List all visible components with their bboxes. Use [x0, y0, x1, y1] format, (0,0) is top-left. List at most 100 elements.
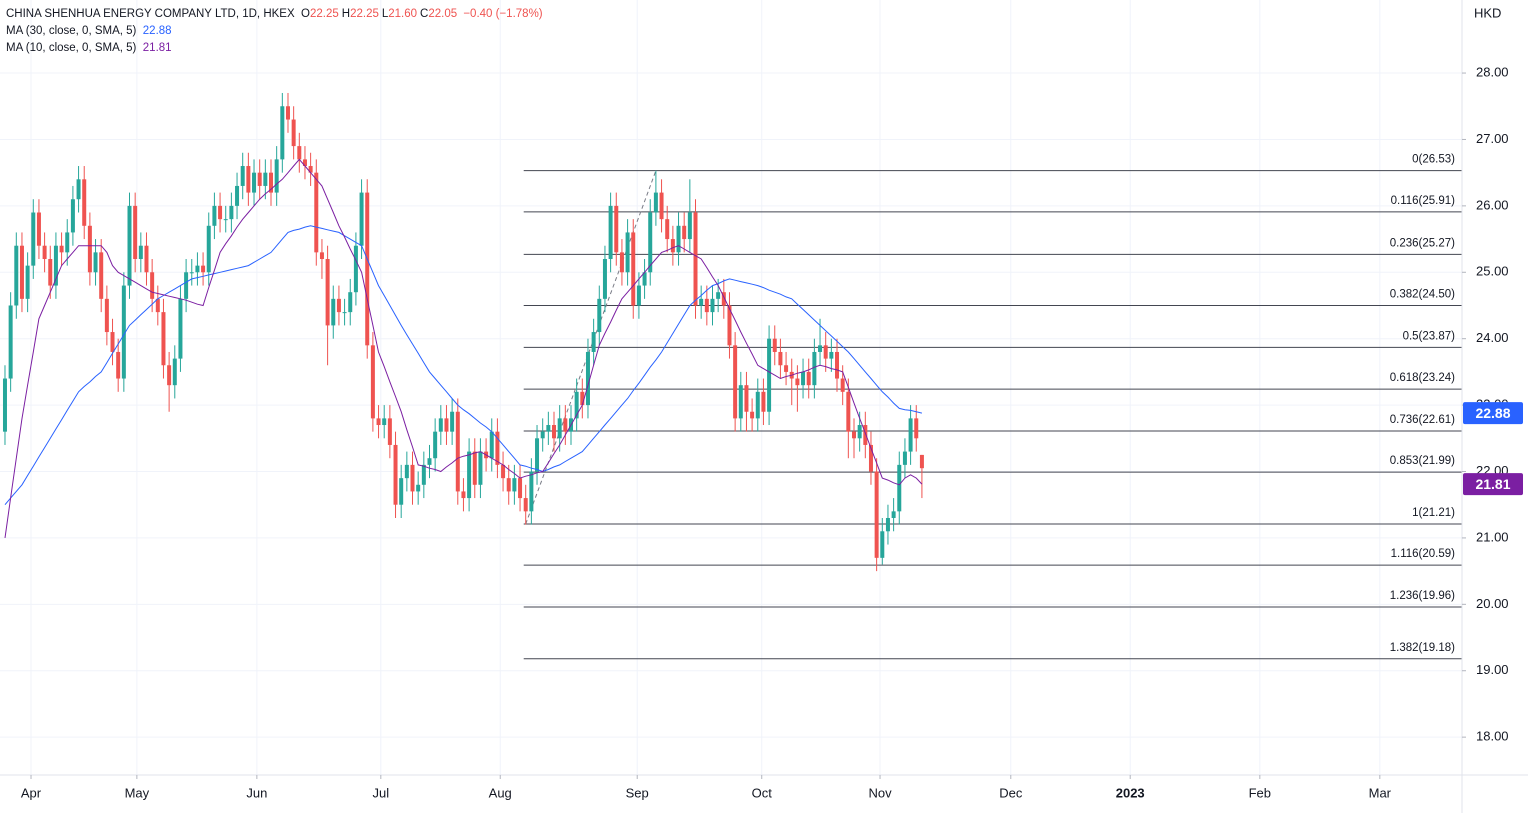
candle-body: [902, 451, 907, 465]
candle-body: [178, 298, 183, 359]
candle-body: [750, 411, 755, 419]
candle-body: [433, 431, 438, 459]
x-tick-label: Sep: [626, 785, 649, 800]
symbol-row: CHINA SHENHUA ENERGY COMPANY LTD, 1D, HK…: [6, 6, 543, 23]
price-badge: [1463, 473, 1523, 496]
candle-body: [501, 464, 506, 479]
y-tick-label: 21.00: [1476, 529, 1509, 544]
y-tick-label: 27.00: [1476, 131, 1509, 146]
candle-body: [370, 345, 375, 419]
candle-body: [574, 391, 579, 419]
candle-body: [659, 192, 664, 220]
ma-value: 22.88: [142, 25, 172, 37]
candle-body: [619, 252, 624, 273]
candle-body: [308, 166, 313, 173]
x-tick-label: 2023: [1116, 785, 1145, 800]
candle-body: [665, 219, 670, 240]
candle-body: [252, 172, 257, 193]
candle-body: [444, 418, 449, 432]
candle-body: [404, 464, 409, 479]
fib-label: 0.853(21.99): [1390, 455, 1455, 467]
candle-body: [302, 159, 307, 167]
x-tick-label: Dec: [999, 785, 1023, 800]
fib-label: 0.736(22.61): [1390, 414, 1455, 426]
x-tick-label: Jun: [246, 785, 267, 800]
candle-body: [2, 378, 7, 432]
ohlc-value: 22.25: [309, 8, 339, 20]
candle-body: [269, 172, 274, 193]
legend: CHINA SHENHUA ENERGY COMPANY LTD, 1D, HK…: [6, 6, 543, 57]
candle-body: [631, 232, 636, 306]
candle-body: [908, 418, 913, 452]
candle-body: [342, 312, 347, 314]
change: −0.40 (−1.78%): [463, 8, 543, 20]
candle-body: [201, 265, 206, 273]
candle-body: [863, 425, 868, 445]
candle-body: [676, 225, 681, 253]
y-tick-label: 25.00: [1476, 264, 1509, 279]
candle-body: [155, 298, 160, 313]
candle-body: [127, 205, 132, 286]
candle-body: [314, 172, 319, 253]
candle-body: [506, 478, 511, 492]
x-tick-label: Feb: [1249, 785, 1271, 800]
y-tick-label: 28.00: [1476, 64, 1509, 79]
candle-body: [755, 391, 760, 419]
candle-body: [42, 245, 47, 259]
candle-body: [59, 245, 64, 253]
x-tick-label: Jul: [372, 785, 389, 800]
fib-label: 0(26.53): [1412, 154, 1455, 166]
candle-body: [65, 232, 70, 253]
fib-label: 0.5(23.87): [1403, 330, 1456, 342]
candle-body: [116, 351, 121, 379]
candle-body: [642, 272, 647, 286]
candle-body: [512, 478, 517, 492]
fib-label: 1(21.21): [1412, 507, 1455, 519]
candle-body: [636, 285, 641, 306]
candle-body: [518, 478, 523, 499]
candle-body: [410, 464, 415, 492]
candle-body: [206, 225, 211, 273]
symbol-title: CHINA SHENHUA ENERGY COMPANY LTD, 1D, HK…: [6, 8, 295, 20]
candle-body: [744, 385, 749, 412]
candle-body: [70, 199, 75, 233]
ma-rows: MA (30, close, 0, SMA, 5) 22.88 MA (10, c…: [6, 23, 543, 57]
candle-body: [874, 471, 879, 558]
candle-body: [580, 391, 585, 406]
candle-body: [359, 192, 364, 246]
candle-body: [150, 272, 155, 299]
candle-body: [818, 345, 823, 352]
candle-body: [8, 305, 13, 379]
ma-value: 21.81: [142, 42, 172, 54]
candle-body: [212, 205, 217, 226]
candle-body: [552, 425, 557, 439]
candle-body: [823, 345, 828, 359]
candle-body: [110, 332, 115, 352]
candle-body: [455, 411, 460, 492]
candle-body: [14, 245, 19, 306]
x-tick-label: May: [125, 785, 150, 800]
candle-body: [353, 245, 358, 293]
candle-body: [670, 239, 675, 253]
candle-body: [868, 444, 873, 472]
ma-name: MA (10, close, 0, SMA, 5): [6, 42, 137, 54]
candle-body: [546, 425, 551, 432]
candle-body: [716, 292, 721, 299]
candle-body: [240, 166, 245, 186]
fib-label: 0.116(25.91): [1391, 195, 1456, 207]
candle-body: [806, 371, 811, 386]
candle-body: [421, 464, 426, 485]
ohlc-value: 22.05: [428, 8, 458, 20]
candle-body: [727, 305, 732, 346]
fib-label: 0.618(23.24): [1390, 372, 1455, 384]
candle-body: [82, 179, 87, 226]
candle-body: [416, 484, 421, 492]
candle-body: [336, 298, 341, 313]
candle-body: [801, 371, 806, 386]
candle-body: [104, 298, 109, 333]
candle-body: [591, 332, 596, 352]
candle-body: [478, 451, 483, 485]
candle-body: [172, 358, 177, 386]
candle-body: [891, 511, 896, 518]
